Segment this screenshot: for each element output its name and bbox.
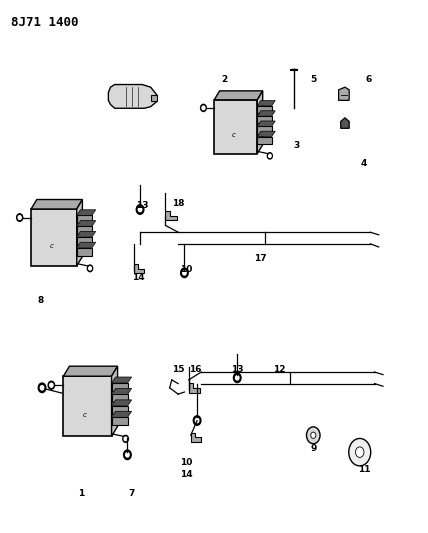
Polygon shape: [112, 377, 132, 383]
Text: 7: 7: [128, 489, 135, 498]
Text: 10: 10: [180, 458, 193, 467]
Polygon shape: [257, 136, 272, 144]
Circle shape: [183, 271, 186, 275]
Circle shape: [349, 439, 371, 466]
Polygon shape: [77, 227, 92, 234]
Polygon shape: [257, 131, 275, 136]
Circle shape: [268, 153, 272, 159]
Text: 14: 14: [132, 272, 144, 281]
Circle shape: [89, 266, 91, 270]
Polygon shape: [257, 106, 272, 113]
Polygon shape: [112, 417, 128, 425]
Circle shape: [356, 447, 364, 457]
Circle shape: [269, 154, 271, 157]
Polygon shape: [339, 87, 349, 100]
Text: 12: 12: [273, 365, 286, 374]
Polygon shape: [77, 237, 92, 245]
Circle shape: [311, 432, 316, 439]
Polygon shape: [31, 209, 77, 266]
Text: 3: 3: [293, 141, 300, 150]
Circle shape: [181, 268, 188, 278]
Polygon shape: [77, 210, 96, 215]
Polygon shape: [112, 383, 128, 391]
Polygon shape: [112, 406, 128, 414]
Circle shape: [193, 416, 201, 425]
Text: 14: 14: [180, 470, 193, 479]
Circle shape: [201, 104, 206, 111]
Polygon shape: [191, 433, 201, 442]
Polygon shape: [257, 101, 275, 106]
Text: 6: 6: [365, 75, 372, 84]
Polygon shape: [77, 221, 96, 227]
Polygon shape: [112, 389, 132, 394]
Text: 2: 2: [221, 75, 228, 84]
Text: 13: 13: [136, 201, 149, 211]
Polygon shape: [189, 383, 200, 393]
Text: 17: 17: [254, 254, 267, 263]
Circle shape: [38, 383, 46, 393]
Circle shape: [233, 373, 241, 383]
Text: c: c: [232, 132, 235, 138]
Polygon shape: [165, 211, 177, 220]
Text: 1: 1: [78, 489, 84, 498]
Text: 4: 4: [361, 159, 367, 168]
Polygon shape: [77, 231, 96, 237]
Polygon shape: [214, 91, 263, 100]
Polygon shape: [257, 116, 272, 123]
Polygon shape: [77, 199, 83, 266]
Polygon shape: [108, 85, 157, 108]
Text: 9: 9: [310, 444, 316, 453]
Circle shape: [196, 418, 199, 423]
Circle shape: [138, 207, 142, 212]
Circle shape: [126, 453, 129, 457]
Text: 13: 13: [231, 365, 244, 374]
Polygon shape: [151, 95, 157, 101]
Circle shape: [235, 376, 239, 380]
Circle shape: [124, 437, 127, 441]
Polygon shape: [77, 248, 92, 255]
Text: c: c: [83, 413, 87, 418]
Text: 11: 11: [358, 465, 370, 474]
Polygon shape: [112, 411, 132, 417]
Text: 16: 16: [189, 365, 201, 374]
Polygon shape: [63, 366, 118, 376]
Text: 10: 10: [180, 265, 193, 273]
Polygon shape: [112, 394, 128, 402]
Polygon shape: [134, 264, 144, 273]
Text: 18: 18: [172, 199, 184, 208]
Circle shape: [18, 216, 21, 220]
Text: 15: 15: [172, 365, 184, 374]
Circle shape: [17, 214, 23, 221]
Polygon shape: [112, 366, 118, 437]
Text: 5: 5: [310, 75, 316, 84]
Polygon shape: [257, 91, 263, 154]
Polygon shape: [77, 242, 96, 248]
Polygon shape: [257, 126, 272, 134]
Text: c: c: [50, 243, 54, 249]
Circle shape: [48, 381, 54, 389]
Polygon shape: [112, 400, 132, 406]
Circle shape: [136, 205, 144, 214]
Circle shape: [40, 386, 44, 390]
Polygon shape: [31, 199, 83, 209]
Polygon shape: [257, 111, 275, 116]
Polygon shape: [257, 121, 275, 126]
Circle shape: [124, 450, 131, 459]
Polygon shape: [341, 118, 349, 128]
Text: 8J71 1400: 8J71 1400: [11, 16, 79, 29]
Circle shape: [87, 265, 93, 272]
Circle shape: [50, 383, 53, 387]
Circle shape: [123, 435, 128, 442]
Polygon shape: [63, 376, 112, 437]
Polygon shape: [77, 215, 92, 223]
Circle shape: [306, 427, 320, 443]
Circle shape: [202, 106, 205, 110]
Text: 8: 8: [38, 296, 44, 305]
Polygon shape: [214, 100, 257, 154]
